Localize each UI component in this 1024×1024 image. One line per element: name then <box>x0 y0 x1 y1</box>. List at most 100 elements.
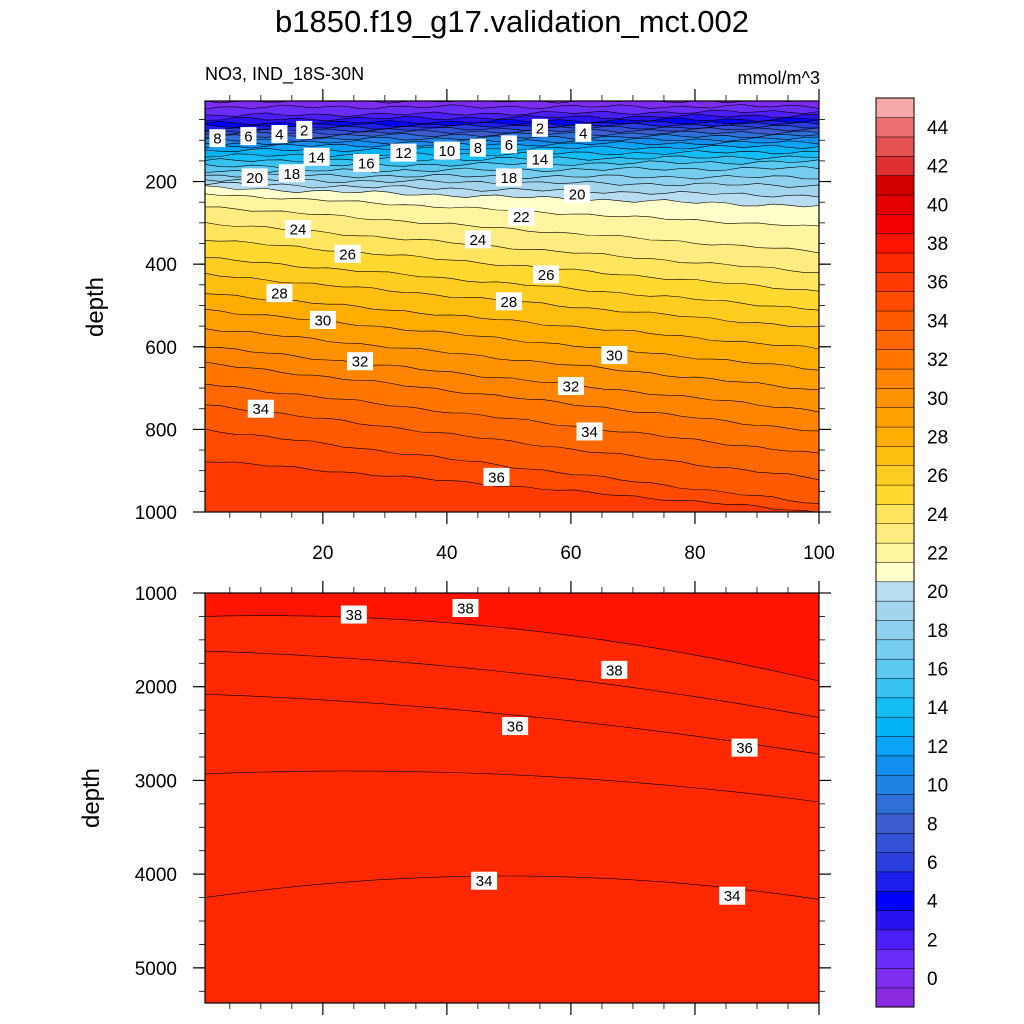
contour-label-text: 26 <box>538 267 555 284</box>
contour-label-text: 6 <box>244 129 252 146</box>
contour-label-box <box>271 125 288 144</box>
upper-axes: 200 400 600 800 1000 20 40 60 80 100 <box>135 89 835 564</box>
colorbar-swatch <box>875 910 915 931</box>
contour-label: 34 <box>719 886 746 905</box>
contour-label-text: 34 <box>724 888 741 905</box>
contour-label: 6 <box>500 135 517 154</box>
contour-label: 38 <box>452 598 479 617</box>
contour-label-text: 20 <box>569 186 586 203</box>
contour-label: 2 <box>531 118 548 137</box>
contour-label-text: 14 <box>308 149 325 166</box>
contour-label-box <box>719 886 746 905</box>
contour-label: 28 <box>266 284 293 303</box>
contour-line <box>205 875 819 900</box>
colorbar-swatch <box>875 117 915 138</box>
contour-label-box <box>353 153 380 172</box>
contour-line <box>205 615 819 682</box>
contour-line <box>205 104 819 110</box>
colorbar-swatch <box>875 329 915 350</box>
contour-label: 2 <box>296 120 313 139</box>
colorbar-tick-label: 36 <box>927 273 948 294</box>
contour-label: 34 <box>247 399 274 418</box>
contour-label-text: 2 <box>536 120 544 137</box>
colorbar-swatch <box>875 233 915 254</box>
contour-label-box <box>731 738 758 757</box>
colorbar-tick-label: 28 <box>927 428 948 449</box>
contour-line <box>205 293 819 350</box>
contour-label-box <box>601 660 628 679</box>
contour-label-box <box>557 377 584 396</box>
contour-label-box <box>241 168 268 187</box>
colorbar-swatch <box>875 639 915 660</box>
contour-label-text: 2 <box>300 122 308 139</box>
contour-label: 14 <box>526 149 553 168</box>
contour-line <box>205 770 819 803</box>
contour-label: 38 <box>340 605 367 624</box>
contour-label-box <box>309 310 336 329</box>
colorbar-swatch <box>875 523 915 544</box>
contour-label-box <box>452 598 479 617</box>
contour-line <box>205 182 819 198</box>
contour-label-text: 34 <box>252 401 269 418</box>
contour-label-text: 38 <box>457 600 474 617</box>
x-tick-label: 60 <box>560 543 581 564</box>
colorbar-swatch <box>875 929 915 950</box>
contour-label-box <box>278 164 305 183</box>
contour-label: 32 <box>347 352 374 371</box>
contour-label-box <box>433 141 460 160</box>
contour-line <box>205 101 798 104</box>
colorbar-tick-label: 38 <box>927 234 948 255</box>
contour-label-box <box>531 118 548 137</box>
contour-label: 6 <box>240 127 257 146</box>
colorbar-tick-label: 12 <box>927 737 948 758</box>
contour-label: 30 <box>601 346 628 365</box>
lower-contour-fills <box>205 593 819 1003</box>
contour-label-box <box>303 147 330 166</box>
contour-label-text: 30 <box>314 312 331 329</box>
contour-label-text: 8 <box>213 131 221 148</box>
contour-label-box <box>334 244 361 263</box>
contour-label-box <box>471 871 498 890</box>
contour-label: 36 <box>731 738 758 757</box>
contour-line <box>205 328 819 391</box>
colorbar-swatch <box>875 852 915 873</box>
variable-region-label: NO3, IND_18S-30N <box>205 64 365 84</box>
contour-label-box <box>247 399 274 418</box>
contour-label-text: 10 <box>439 143 456 160</box>
colorbar-swatch <box>875 581 915 602</box>
y-tick-label: 800 <box>145 420 177 441</box>
colorbar-tick-label: 22 <box>927 544 948 565</box>
colorbar-swatch <box>875 871 915 892</box>
colorbar-swatch <box>875 890 915 911</box>
contour-label: 26 <box>334 244 361 263</box>
colorbar-swatch <box>875 755 915 776</box>
colorbar-swatch <box>875 136 915 157</box>
contour-label-text: 22 <box>513 209 530 226</box>
contour-line <box>205 650 819 718</box>
colorbar-swatch <box>875 175 915 196</box>
contour-line <box>205 113 819 122</box>
colorbar-swatch <box>875 948 915 969</box>
colorbar-swatch <box>875 387 915 408</box>
upper-y-axis-label: depth <box>82 277 109 337</box>
x-tick-label: 40 <box>436 543 457 564</box>
colorbar-swatch <box>875 194 915 215</box>
colorbar-tick-label: 16 <box>927 660 948 681</box>
contour-label-text: 28 <box>271 286 288 303</box>
contour-label-text: 16 <box>358 155 375 172</box>
y-tick-label: 2000 <box>135 678 177 699</box>
contour-label: 8 <box>209 129 226 148</box>
contour-label-box <box>464 230 491 249</box>
colorbar-swatch <box>875 697 915 718</box>
colorbar-tick-label: 4 <box>927 892 938 913</box>
contour-label-text: 12 <box>395 145 412 162</box>
contour-label-text: 36 <box>507 719 524 736</box>
colorbar-swatch <box>875 716 915 737</box>
colorbar-swatch <box>875 213 915 234</box>
colorbar-swatch <box>875 813 915 834</box>
lower-plot-frame <box>204 592 820 1004</box>
contour-label-text: 26 <box>339 246 356 263</box>
colorbar-swatch <box>875 368 915 389</box>
contour-label: 20 <box>241 168 268 187</box>
